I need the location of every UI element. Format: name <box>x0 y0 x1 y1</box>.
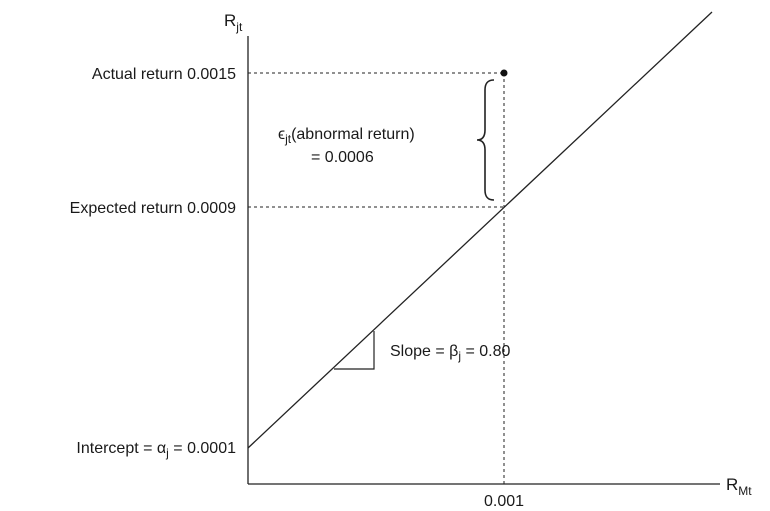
x-axis-label: RMt <box>726 475 752 498</box>
abnormal-return-value: = 0.0006 <box>311 149 374 166</box>
expected-return-label: Expected return 0.0009 <box>70 200 236 217</box>
actual-return-label: Actual return 0.0015 <box>92 66 236 83</box>
y-axis-label: Rjt <box>224 11 243 34</box>
abnormal-return-brace <box>476 79 495 201</box>
slope-label: Slope = βj = 0.80 <box>390 343 511 363</box>
slope-triangle <box>334 331 375 370</box>
actual-return-point <box>500 69 508 77</box>
x-tick-label: 0.001 <box>484 493 524 510</box>
abnormal-return-label: ϵjt(abnormal return) <box>278 126 415 146</box>
intercept-label: Intercept = αj = 0.0001 <box>76 440 236 460</box>
market-model-line <box>247 11 713 449</box>
